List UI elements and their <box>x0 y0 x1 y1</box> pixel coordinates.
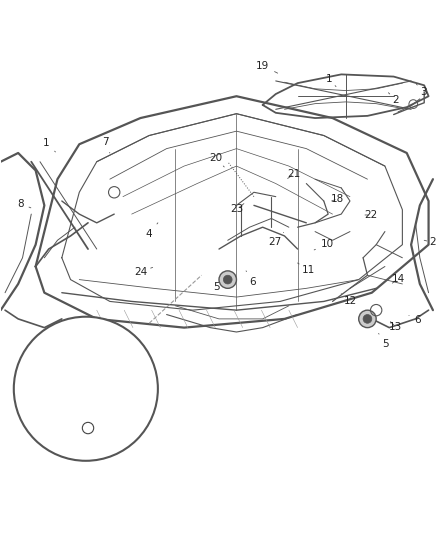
Text: 20: 20 <box>209 153 224 167</box>
Text: 6: 6 <box>409 315 421 325</box>
Text: 5: 5 <box>378 334 389 349</box>
Text: 1: 1 <box>43 139 56 152</box>
Text: 22: 22 <box>364 210 378 220</box>
Circle shape <box>223 275 232 284</box>
Circle shape <box>14 317 158 461</box>
Text: 1: 1 <box>326 74 336 87</box>
Text: 7: 7 <box>102 137 110 153</box>
Text: 2: 2 <box>389 93 399 104</box>
Text: 8: 8 <box>17 199 31 208</box>
Text: 11: 11 <box>297 263 315 275</box>
Circle shape <box>359 310 376 328</box>
Text: 6: 6 <box>246 271 255 287</box>
Text: 10: 10 <box>314 239 334 250</box>
Text: 27: 27 <box>268 232 284 247</box>
Text: 12: 12 <box>341 294 357 306</box>
Text: 19: 19 <box>256 61 278 73</box>
Text: 16: 16 <box>63 425 80 437</box>
Circle shape <box>363 314 372 323</box>
Text: 14: 14 <box>392 274 405 284</box>
Text: 13: 13 <box>389 322 403 332</box>
Text: 23: 23 <box>231 204 244 214</box>
Circle shape <box>219 271 237 288</box>
Text: 21: 21 <box>287 169 301 179</box>
Text: 18: 18 <box>331 194 344 204</box>
Text: 3: 3 <box>417 84 427 97</box>
Text: 24: 24 <box>134 266 152 277</box>
Text: 5: 5 <box>213 279 225 293</box>
Text: 4: 4 <box>146 223 158 239</box>
Text: 2: 2 <box>424 238 436 247</box>
Text: 14: 14 <box>102 394 120 406</box>
